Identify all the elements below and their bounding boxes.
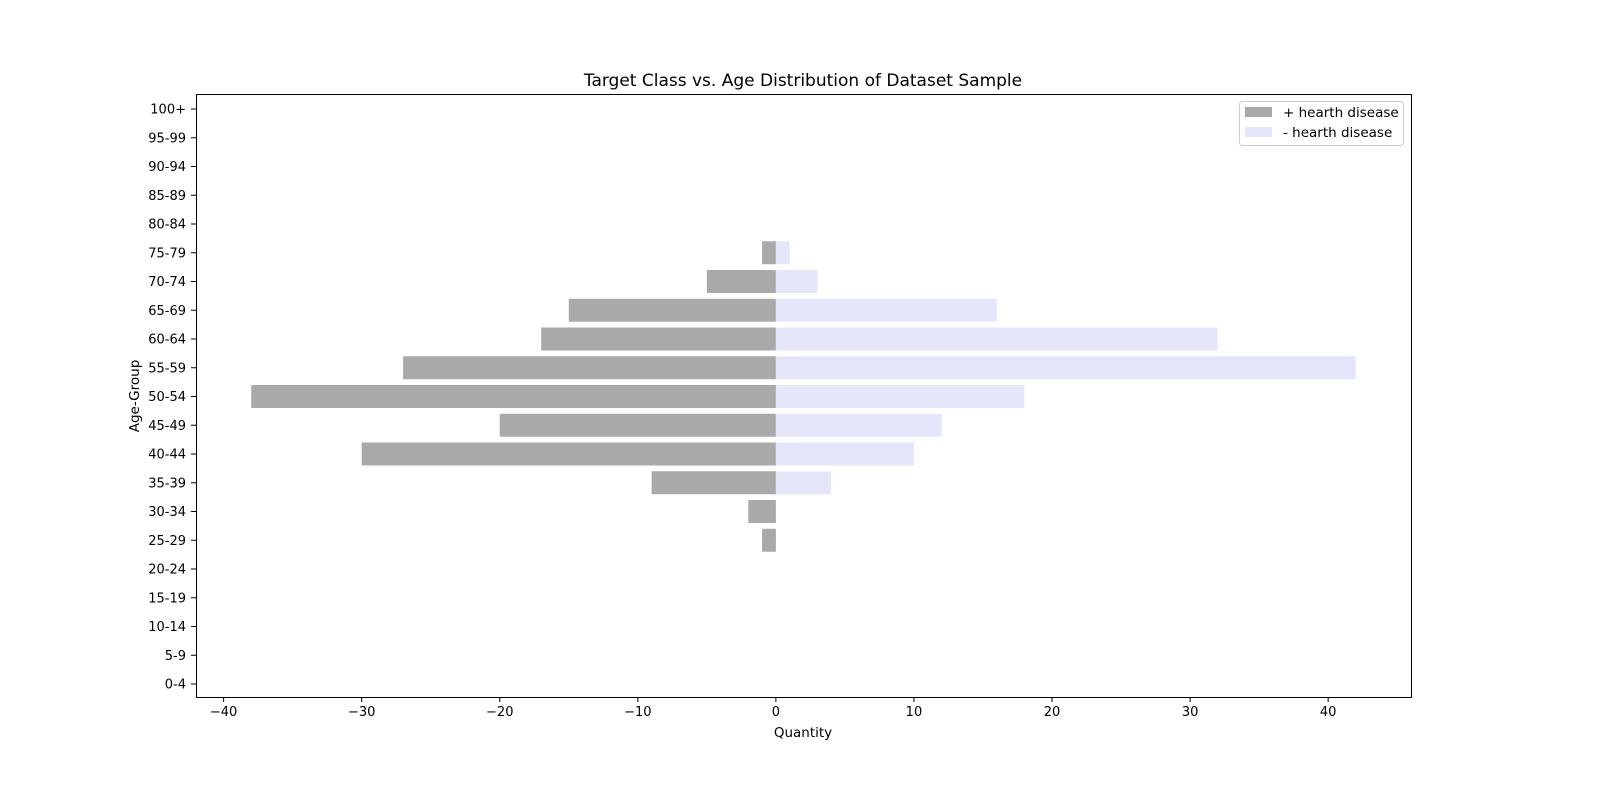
y-tick-label: 0-4 (165, 678, 186, 693)
y-tick-label: 45-49 (148, 419, 186, 434)
bar-negative-45-49 (775, 413, 942, 437)
y-tick-label: 10-14 (148, 620, 186, 635)
x-tick-label: 20 (1044, 705, 1061, 720)
bar-negative-55-59 (775, 356, 1356, 380)
legend-swatch-negative (1245, 127, 1272, 137)
x-tick-label: −40 (210, 705, 237, 720)
bar-layer (251, 241, 1356, 552)
legend-box (1239, 101, 1404, 146)
bar-negative-60-64 (775, 327, 1218, 351)
y-tick-label: 25-29 (148, 534, 186, 549)
x-tick-label: 0 (772, 705, 780, 720)
y-tick-label: 5-9 (165, 649, 186, 664)
x-tick-label: −10 (624, 705, 651, 720)
legend-label-positive: + hearth disease (1283, 105, 1399, 121)
y-tick-label: 50-54 (148, 390, 186, 405)
y-tick-label: 95-99 (148, 131, 186, 146)
y-tick-label: 40-44 (148, 448, 186, 463)
bar-negative-40-44 (775, 442, 914, 466)
y-tick-label: 60-64 (148, 333, 186, 348)
bar-negative-35-39 (775, 471, 832, 495)
y-tick-label: 85-89 (148, 189, 186, 204)
y-axis: 0-4 5-9 10-14 15-19 20-24 25-29 30-34 35-39 40-4… (148, 103, 196, 693)
y-tick-label: 65-69 (148, 304, 186, 319)
bar-negative-50-54 (775, 385, 1025, 408)
y-tick-label: 15-19 (148, 591, 186, 606)
bar-positive-40-44 (361, 442, 776, 466)
y-tick-label: 90-94 (148, 160, 186, 175)
y-tick-label: 55-59 (148, 361, 186, 376)
bar-positive-75-79 (762, 241, 776, 265)
bar-positive-70-74 (706, 270, 776, 293)
bar-positive-45-49 (499, 413, 776, 437)
y-tick-label: 70-74 (148, 275, 186, 290)
x-axis-label: Quantity (774, 725, 832, 741)
y-tick-label: 100+ (150, 103, 186, 118)
chart-title: Target Class vs. Age Distribution of Dat… (583, 71, 1022, 91)
x-tick-label: −30 (348, 705, 375, 720)
bar-positive-60-64 (541, 327, 776, 351)
x-tick-label: 10 (906, 705, 923, 720)
y-axis-label: Age-Group (127, 360, 143, 433)
x-tick-label: 30 (1182, 705, 1199, 720)
y-tick-label: 35-39 (148, 476, 186, 491)
bar-negative-65-69 (775, 298, 997, 322)
bar-negative-70-74 (775, 270, 818, 293)
plot-frame (196, 94, 1412, 698)
y-tick-label: 20-24 (148, 563, 186, 578)
bar-positive-65-69 (568, 298, 776, 322)
bar-negative-75-79 (775, 241, 790, 265)
bar-positive-30-34 (748, 500, 776, 523)
x-tick-label: 40 (1320, 705, 1337, 720)
x-tick-label: −20 (486, 705, 513, 720)
bar-positive-55-59 (403, 356, 776, 380)
y-tick-label: 80-84 (148, 218, 186, 233)
legend: + hearth disease - hearth disease (1239, 101, 1404, 146)
y-tick-label: 30-34 (148, 505, 186, 520)
bar-positive-35-39 (651, 471, 776, 495)
y-tick-label: 75-79 (148, 246, 186, 261)
bar-positive-50-54 (251, 385, 776, 408)
legend-label-negative: - hearth disease (1283, 125, 1392, 141)
x-axis: −40 −30 −20 −10 0 10 20 30 40 (210, 697, 1337, 720)
legend-swatch-positive (1245, 107, 1272, 117)
bar-positive-25-29 (762, 528, 776, 552)
